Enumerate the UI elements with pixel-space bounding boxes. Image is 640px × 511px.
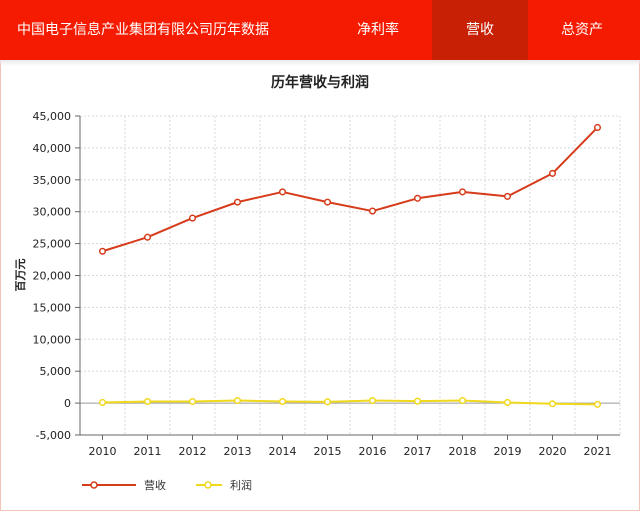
data-point-revenue bbox=[593, 123, 602, 132]
y-tick-label: 20,000 bbox=[33, 270, 72, 283]
x-tick-label: 2019 bbox=[494, 445, 522, 458]
x-tick-label: 2012 bbox=[179, 445, 207, 458]
data-point-profit bbox=[413, 397, 422, 405]
y-tick-label: 0 bbox=[64, 397, 71, 410]
x-tick-label: 2010 bbox=[89, 445, 117, 458]
data-point-profit bbox=[233, 396, 242, 405]
y-tick-label: 10,000 bbox=[33, 333, 72, 346]
data-point-revenue bbox=[278, 188, 287, 196]
page-title: 中国电子信息产业集团有限公司历年数据 bbox=[17, 22, 269, 38]
data-point-profit bbox=[368, 396, 377, 405]
y-tick-label: 5,000 bbox=[40, 365, 72, 378]
y-tick-label: 40,000 bbox=[33, 142, 72, 155]
chart-title: 历年营收与利润 bbox=[271, 75, 369, 91]
x-tick-label: 2017 bbox=[404, 445, 432, 458]
x-tick-label: 2015 bbox=[314, 445, 342, 458]
header-shadow bbox=[0, 60, 640, 66]
x-tick-label: 2013 bbox=[224, 445, 252, 458]
tab-net-margin[interactable]: 净利率 bbox=[357, 22, 399, 38]
data-point-revenue bbox=[548, 169, 557, 177]
data-point-revenue bbox=[503, 192, 512, 200]
legend-item-revenue[interactable]: 营收 bbox=[80, 476, 200, 496]
x-tick-label: 2018 bbox=[449, 445, 477, 458]
data-point-revenue bbox=[233, 198, 242, 206]
data-point-revenue bbox=[458, 188, 467, 196]
data-point-revenue bbox=[368, 207, 377, 215]
y-tick-label: 25,000 bbox=[33, 238, 72, 251]
x-tick-label: 2021 bbox=[584, 445, 612, 458]
legend-label-profit: 利润 bbox=[230, 479, 252, 492]
data-point-profit bbox=[593, 400, 602, 408]
legend-label-revenue: 营收 bbox=[144, 479, 166, 492]
x-tick-label: 2020 bbox=[539, 445, 567, 458]
data-point-profit bbox=[458, 396, 467, 405]
series-line-profit bbox=[102, 399, 598, 406]
x-tick-label: 2014 bbox=[269, 445, 297, 458]
data-point-revenue bbox=[188, 214, 197, 222]
header-bar: 中国电子信息产业集团有限公司历年数据 净利率 营收 总资产 bbox=[0, 0, 640, 60]
data-point-profit bbox=[278, 397, 287, 406]
y-tick-label: 35,000 bbox=[33, 174, 72, 187]
y-tick-label: 15,000 bbox=[33, 301, 72, 314]
legend-swatch-revenue bbox=[82, 481, 136, 489]
data-point-revenue bbox=[98, 247, 107, 255]
legend-swatch-profit bbox=[196, 481, 222, 489]
legend-item-profit[interactable]: 利润 bbox=[194, 476, 314, 496]
x-tick-label: 2011 bbox=[134, 445, 162, 458]
y-axis-label: 百万元 bbox=[14, 259, 27, 292]
data-point-revenue bbox=[143, 233, 152, 241]
data-point-profit bbox=[548, 400, 557, 408]
data-point-profit bbox=[188, 397, 197, 406]
y-tick-label: 30,000 bbox=[33, 206, 72, 219]
tab-revenue[interactable]: 营收 bbox=[432, 0, 528, 60]
x-tick-label: 2016 bbox=[359, 445, 387, 458]
tab-total-assets[interactable]: 总资产 bbox=[561, 22, 603, 38]
data-point-profit bbox=[143, 397, 152, 406]
data-point-revenue bbox=[413, 194, 422, 202]
series-line-revenue bbox=[102, 126, 599, 253]
y-tick-label: -5,000 bbox=[36, 429, 71, 442]
data-point-profit bbox=[98, 398, 107, 407]
data-point-profit bbox=[503, 398, 512, 407]
data-point-revenue bbox=[323, 198, 332, 206]
data-point-profit bbox=[323, 398, 332, 406]
y-tick-label: 45,000 bbox=[33, 110, 72, 123]
legend: 营收 利润 bbox=[0, 476, 640, 496]
